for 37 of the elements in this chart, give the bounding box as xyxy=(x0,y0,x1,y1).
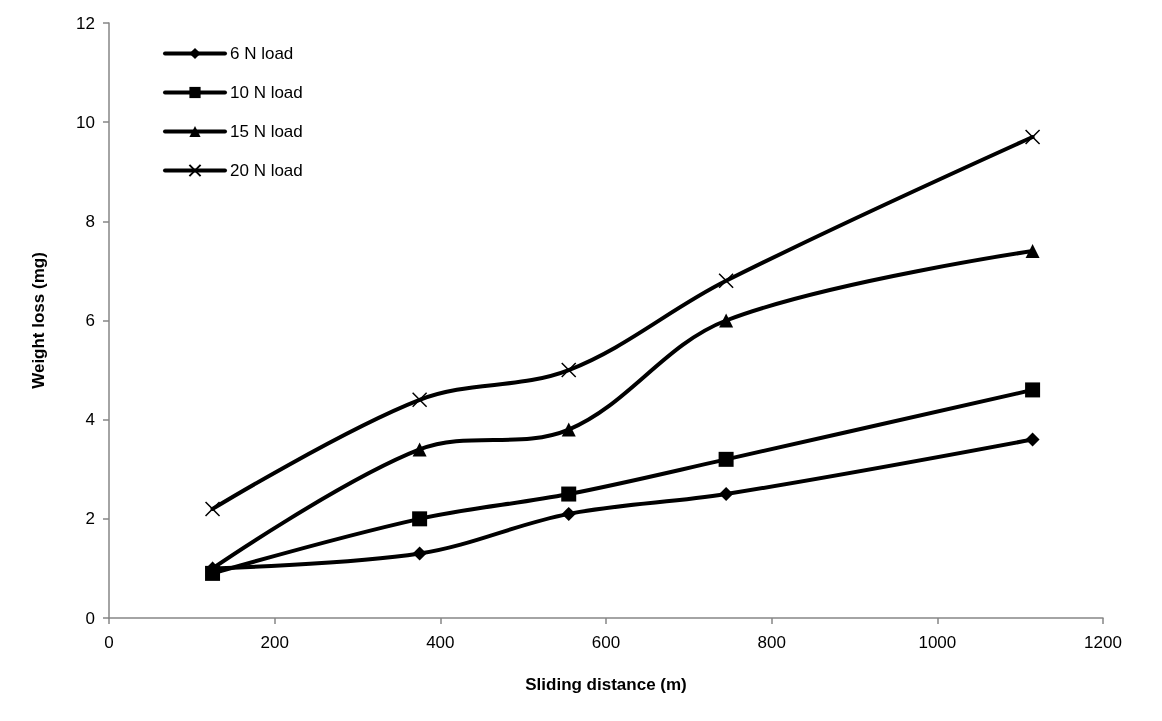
x-tick-label: 600 xyxy=(591,633,621,652)
x-axis-title: Sliding distance (m) xyxy=(525,675,687,694)
point xyxy=(719,313,734,328)
legend-label: 15 N load xyxy=(230,122,303,141)
x-tick-label: 200 xyxy=(260,633,289,652)
y-axis-title: Weight loss (mg) xyxy=(29,252,48,389)
x-tick-label: 0 xyxy=(104,633,114,652)
x-tick-label: 800 xyxy=(757,633,786,652)
y-tick-label: 0 xyxy=(85,608,95,628)
point xyxy=(1025,382,1041,398)
y-tick-label: 6 xyxy=(85,311,95,330)
point xyxy=(718,273,734,289)
point xyxy=(412,442,427,457)
point xyxy=(1025,432,1040,447)
x-tick-label: 1200 xyxy=(1084,633,1122,652)
legend-label: 6 N load xyxy=(230,44,294,63)
y-tick-label: 4 xyxy=(85,410,95,430)
point xyxy=(1025,244,1040,259)
y-tick-label: 2 xyxy=(85,509,95,529)
point xyxy=(412,546,427,561)
point xyxy=(412,511,428,527)
point xyxy=(561,506,576,521)
y-tick-label: 10 xyxy=(76,112,95,132)
point xyxy=(561,486,577,502)
point xyxy=(560,362,577,378)
point xyxy=(561,422,576,437)
y-tick-label: 12 xyxy=(76,13,95,33)
point xyxy=(1024,129,1041,145)
point xyxy=(204,501,221,517)
legend-label: 20 N load xyxy=(230,161,303,180)
legend-label: 10 N load xyxy=(230,83,303,102)
x-tick-label: 400 xyxy=(426,633,455,652)
point xyxy=(719,487,734,502)
point xyxy=(718,451,734,467)
y-tick-label: 8 xyxy=(85,211,95,231)
x-tick-label: 1000 xyxy=(918,633,957,652)
point xyxy=(411,392,428,408)
